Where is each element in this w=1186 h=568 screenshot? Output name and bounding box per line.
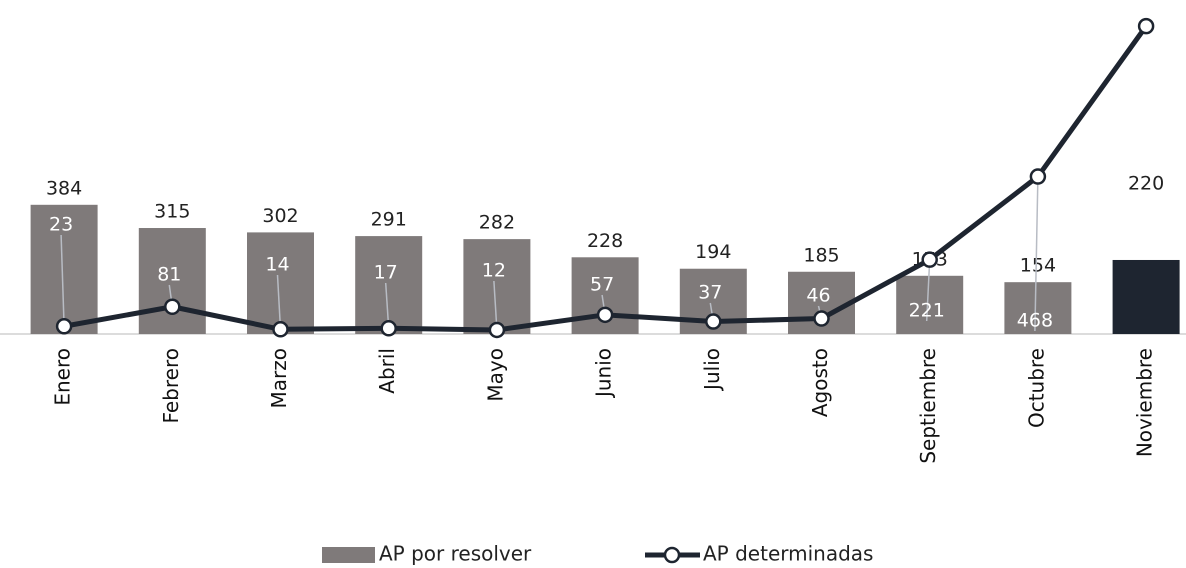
leader-line — [1034, 176, 1039, 332]
line-point — [488, 321, 506, 339]
legend-swatch — [322, 547, 375, 563]
line-point — [380, 320, 397, 337]
line-value-label: 46 — [806, 285, 830, 307]
line-value-label: 221 — [909, 300, 945, 322]
bar-value-label: 302 — [262, 205, 298, 227]
line-point — [705, 313, 722, 330]
bar-value-label: 228 — [587, 230, 623, 252]
x-tick-label: Junio — [592, 348, 616, 399]
line-value-label: 57 — [590, 274, 614, 296]
bar-value-label: 154 — [1020, 255, 1056, 277]
bar — [896, 275, 964, 334]
line-point — [813, 310, 830, 327]
line-value-label: 17 — [374, 262, 398, 284]
line-point — [596, 306, 614, 324]
bar-value-label: 315 — [154, 201, 190, 223]
line-value-label: 23 — [49, 214, 73, 236]
x-tick-label: Septiembre — [916, 348, 940, 464]
legend-label: AP por resolver — [379, 542, 532, 566]
x-tick-label: Mayo — [483, 348, 507, 402]
x-tick-label: Julio — [700, 348, 724, 392]
bar-value-label: 282 — [479, 212, 515, 234]
leader-line — [60, 234, 65, 327]
line-point — [272, 321, 289, 338]
x-tick-label: Agosto — [808, 348, 832, 417]
bar — [1004, 282, 1072, 334]
line-value-label: 81 — [157, 264, 181, 286]
line-point — [1029, 168, 1047, 185]
x-tick-label: Enero — [51, 348, 75, 406]
bar-value-label: 185 — [803, 244, 839, 266]
line-point — [164, 298, 181, 315]
line-value-label: 468 — [1017, 310, 1053, 332]
x-tick-label: Febrero — [159, 348, 183, 424]
leader-line — [276, 274, 282, 330]
line-point — [1137, 17, 1155, 35]
legend-swatch — [663, 546, 681, 564]
legend-label: AP determinadas — [703, 542, 873, 566]
bar — [138, 228, 206, 334]
line-point — [55, 318, 73, 335]
bar-value-label: 291 — [371, 209, 407, 231]
x-tick-label: Marzo — [267, 348, 291, 408]
bar-value-label: 384 — [46, 177, 82, 199]
bar-value-label: 194 — [695, 241, 731, 263]
line-value-label: 12 — [482, 260, 506, 282]
line-value-label: 37 — [698, 282, 722, 304]
leader-line — [925, 259, 931, 322]
line-value-label: 14 — [265, 254, 289, 276]
bar — [1112, 259, 1180, 334]
bar-value-label: 220 — [1128, 173, 1164, 195]
x-tick-label: Noviembre — [1133, 348, 1157, 457]
line-point — [921, 251, 938, 268]
x-tick-label: Abril — [375, 348, 399, 394]
x-tick-label: Octubre — [1024, 348, 1048, 428]
